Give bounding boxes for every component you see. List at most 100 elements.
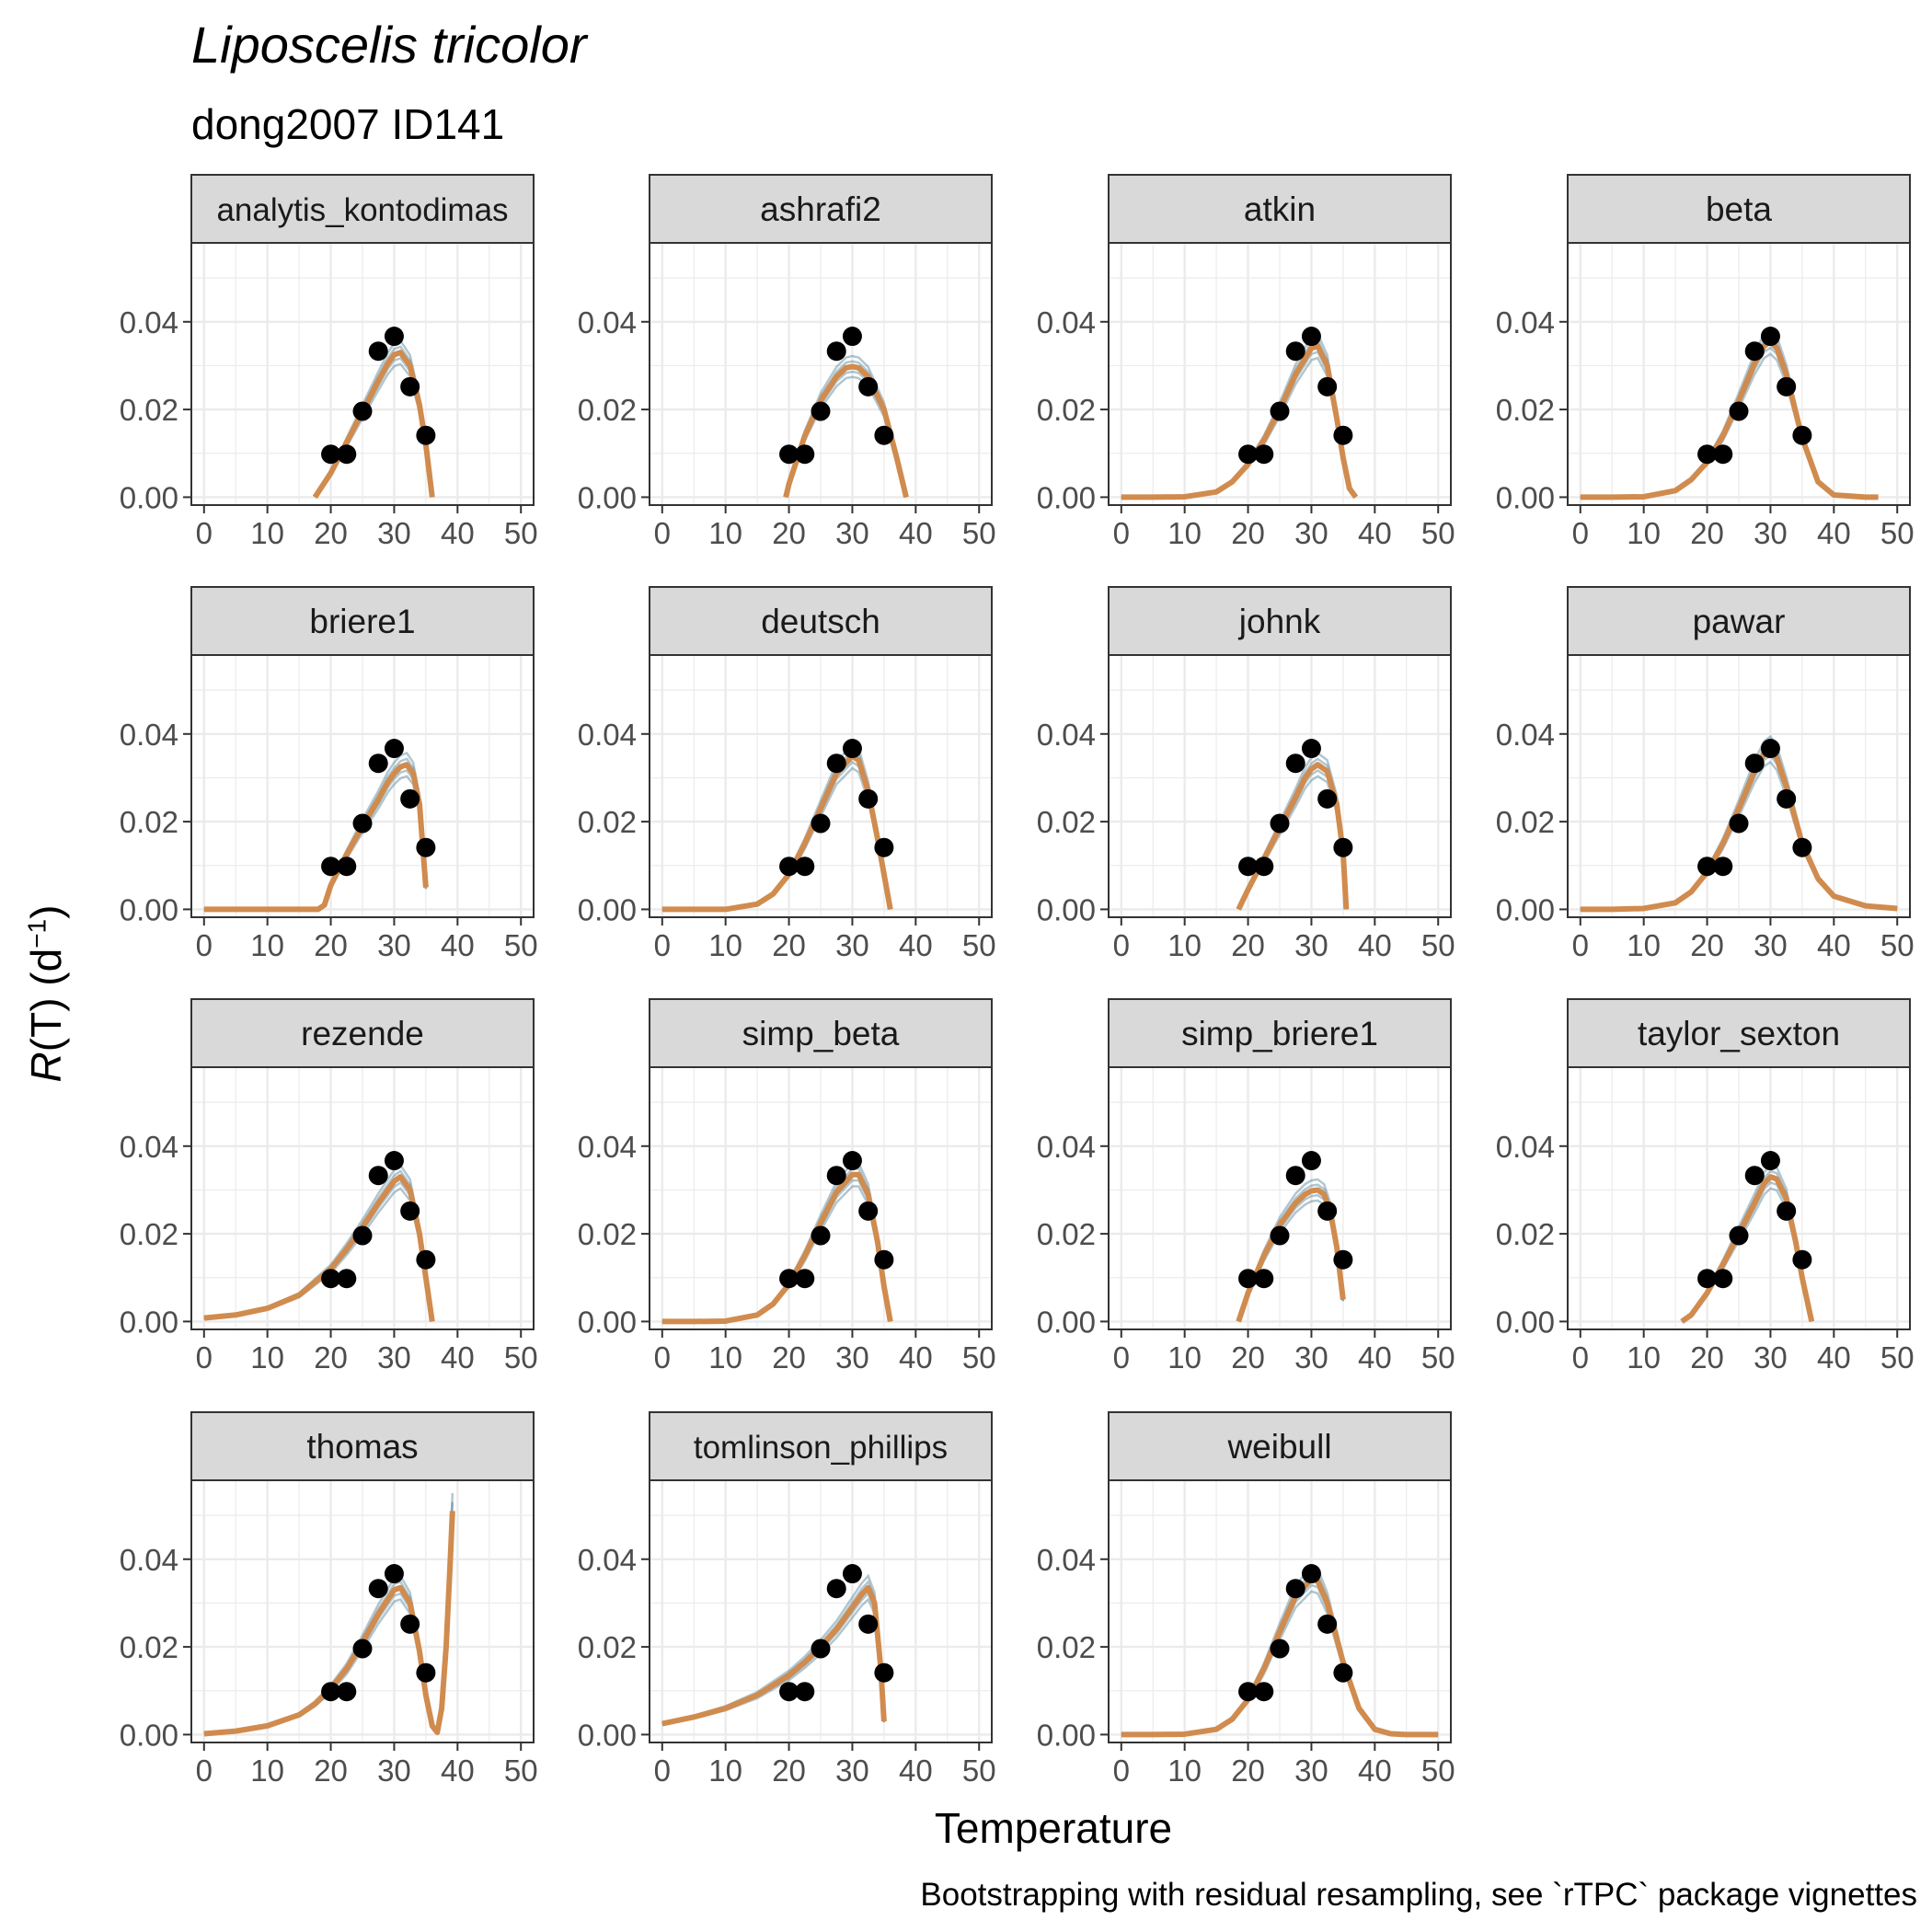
x-tick-label: 30 xyxy=(1754,1340,1788,1374)
y-tick-label: 0.04 xyxy=(120,718,178,752)
facet-panel-deutsch: deutsch 0.00 0.02 0.04 0 10 20 30 40 50 xyxy=(578,586,996,962)
x-tick-label: 50 xyxy=(1421,1340,1455,1374)
observed-point xyxy=(1729,813,1749,834)
fitted-curve xyxy=(203,1511,455,1737)
facet-strip-label: deutsch xyxy=(761,603,880,640)
observed-point xyxy=(1760,1151,1780,1171)
x-tick-label: 20 xyxy=(772,1754,806,1788)
x-tick-label: 40 xyxy=(1817,516,1851,550)
x-tick-label: 0 xyxy=(196,1754,213,1788)
observed-point xyxy=(1777,788,1797,809)
y-tick-label: 0.00 xyxy=(578,480,637,514)
facet-panel-thomas: thomas 0.00 0.02 0.04 0 10 20 30 40 50 xyxy=(120,1411,538,1788)
observed-point xyxy=(337,444,357,465)
facet-strip xyxy=(1567,174,1911,244)
observed-point xyxy=(1744,753,1765,774)
x-tick-label: 20 xyxy=(1690,1340,1724,1374)
panel-border xyxy=(1108,1066,1452,1330)
panel-grid xyxy=(1568,1067,1910,1329)
observed-point xyxy=(842,327,862,347)
y-tick-label: 0.02 xyxy=(1037,805,1096,839)
observed-point xyxy=(416,1249,436,1270)
x-tick-label: 40 xyxy=(899,928,933,962)
observed-point xyxy=(1301,1564,1321,1584)
observed-point xyxy=(416,425,436,445)
y-tick-label: 0.00 xyxy=(578,1305,637,1339)
observed-point xyxy=(416,1662,436,1683)
facet-strip-label: atkin xyxy=(1244,190,1316,228)
facet-strip-label: ashrafi2 xyxy=(760,190,881,228)
observed-point xyxy=(811,1225,831,1246)
observed-point xyxy=(1729,401,1749,421)
x-tick-label: 50 xyxy=(1421,516,1455,550)
facet-strip-label: rezende xyxy=(301,1015,424,1052)
observed-point xyxy=(811,1639,831,1659)
facet-strip-label: thomas xyxy=(306,1428,418,1466)
observed-point xyxy=(1697,1269,1718,1289)
x-tick-label: 50 xyxy=(962,1340,996,1374)
observed-point xyxy=(874,1249,894,1270)
x-tick-label: 20 xyxy=(1690,516,1724,550)
panel-border xyxy=(1567,1066,1911,1330)
y-tick-label: 0.00 xyxy=(120,1305,178,1339)
observed-point xyxy=(1760,739,1780,759)
observed-point xyxy=(321,1682,341,1702)
x-tick-label: 30 xyxy=(835,516,869,550)
x-tick-label: 10 xyxy=(1167,928,1202,962)
y-tick-label: 0.02 xyxy=(1037,1630,1096,1664)
observed-point xyxy=(1238,1269,1259,1289)
facet-strip xyxy=(1567,998,1911,1068)
y-tick-label: 0.02 xyxy=(120,1217,178,1251)
observed-point xyxy=(416,837,436,857)
observed-point xyxy=(1697,444,1718,465)
facet-panel-atkin: atkin 0.00 0.02 0.04 0 10 20 30 40 50 xyxy=(1037,174,1455,550)
y-axis-label-sup: −1 xyxy=(22,918,52,949)
x-tick-label: 50 xyxy=(504,1340,538,1374)
y-tick-label: 0.00 xyxy=(578,1718,637,1752)
y-tick-label: 0.02 xyxy=(120,1630,178,1664)
x-tick-label: 40 xyxy=(899,516,933,550)
x-tick-label: 10 xyxy=(1627,516,1661,550)
observed-point xyxy=(1713,857,1733,877)
facet-strip-label: taylor_sexton xyxy=(1638,1015,1840,1052)
x-tick-label: 40 xyxy=(441,1754,475,1788)
x-tick-label: 50 xyxy=(962,928,996,962)
facet-strip-label: briere1 xyxy=(309,603,415,640)
x-tick-label: 20 xyxy=(1231,516,1265,550)
y-tick-label: 0.04 xyxy=(578,1543,637,1577)
y-tick-label: 0.04 xyxy=(1037,1130,1096,1164)
x-tick-label: 10 xyxy=(1627,928,1661,962)
observed-point xyxy=(384,327,404,347)
observed-point xyxy=(352,1639,373,1659)
facet-strip-label: simp_beta xyxy=(742,1015,900,1052)
y-tick-label: 0.02 xyxy=(578,805,637,839)
observed-point xyxy=(826,753,846,774)
observed-point xyxy=(874,1662,894,1683)
y-tick-label: 0.04 xyxy=(1496,718,1555,752)
panel-grid xyxy=(1568,243,1910,505)
y-tick-label: 0.04 xyxy=(1037,305,1096,339)
panel-border xyxy=(190,242,535,506)
y-tick-label: 0.00 xyxy=(1037,1718,1096,1752)
panel-grid xyxy=(650,1067,992,1329)
x-tick-label: 30 xyxy=(377,1340,411,1374)
x-tick-label: 30 xyxy=(377,1754,411,1788)
observed-point xyxy=(1285,341,1305,362)
fitted-curve xyxy=(661,1171,893,1325)
x-tick-label: 40 xyxy=(1358,928,1392,962)
panel-border xyxy=(1567,654,1911,918)
observed-point xyxy=(779,1269,799,1289)
x-tick-label: 40 xyxy=(1817,928,1851,962)
observed-point xyxy=(858,1614,879,1634)
observed-point xyxy=(858,788,879,809)
y-tick-label: 0.02 xyxy=(578,393,637,427)
facet-strip-label: tomlinson_phillips xyxy=(694,1430,948,1466)
observed-point xyxy=(1270,1225,1290,1246)
x-tick-label: 10 xyxy=(250,1340,284,1374)
y-tick-label: 0.02 xyxy=(120,393,178,427)
observed-point xyxy=(858,1201,879,1221)
observed-point xyxy=(795,1269,815,1289)
y-tick-label: 0.00 xyxy=(120,1718,178,1752)
x-tick-label: 50 xyxy=(504,516,538,550)
facet-panel-simp_briere1: simp_briere1 0.00 0.02 0.04 0 10 20 30 40 50 xyxy=(1037,998,1455,1374)
